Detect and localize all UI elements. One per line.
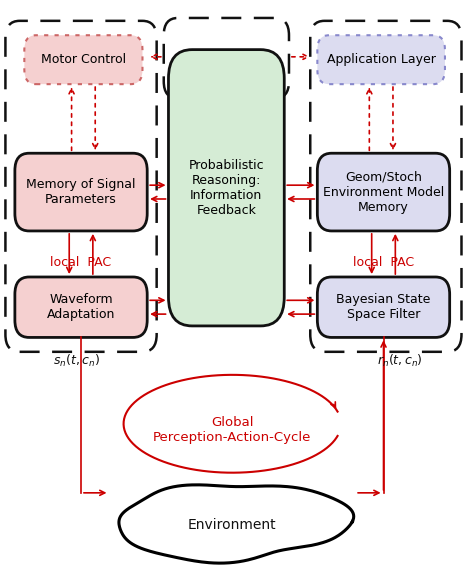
FancyBboxPatch shape [24,35,143,84]
Text: Memory of Signal
Parameters: Memory of Signal Parameters [26,178,136,206]
FancyBboxPatch shape [318,277,450,338]
Text: Probabilistic
Reasoning:
Information
Feedback: Probabilistic Reasoning: Information Fee… [189,159,264,217]
Text: $r_n(t,c_n)$: $r_n(t,c_n)$ [377,353,423,369]
Text: Application Layer: Application Layer [327,53,436,66]
FancyBboxPatch shape [15,277,147,338]
Text: Global
Perception-Action-Cycle: Global Perception-Action-Cycle [153,415,311,444]
FancyBboxPatch shape [15,153,147,231]
Text: Bayesian State
Space Filter: Bayesian State Space Filter [337,293,431,321]
Text: $s_n(t,c_n)$: $s_n(t,c_n)$ [53,353,100,369]
FancyBboxPatch shape [318,153,450,231]
Text: Motor Control: Motor Control [41,53,126,66]
Text: Geom/Stoch
Environment Model
Memory: Geom/Stoch Environment Model Memory [323,171,444,213]
Text: local  PAC: local PAC [50,256,111,269]
Text: local  PAC: local PAC [353,256,414,269]
Text: Waveform
Adaptation: Waveform Adaptation [47,293,115,321]
FancyBboxPatch shape [168,50,284,326]
Text: Environment: Environment [188,518,277,531]
FancyBboxPatch shape [318,35,445,84]
